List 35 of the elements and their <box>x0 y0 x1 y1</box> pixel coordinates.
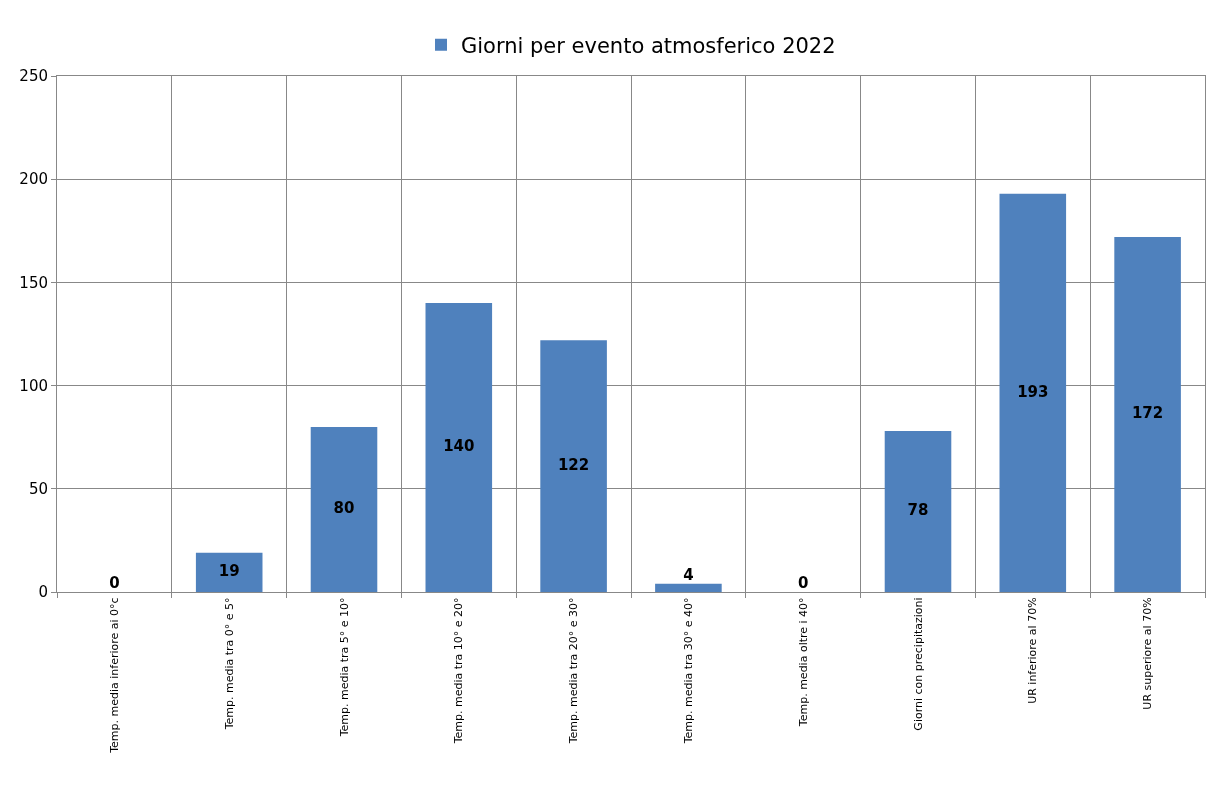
data-label: 78 <box>907 501 929 520</box>
y-tick-label: 150 <box>19 273 48 292</box>
x-tick-label: Temp. media tra 0° e 5° <box>222 597 236 731</box>
data-label: 4 <box>683 565 694 584</box>
x-tick-label: Temp. media tra 20° e 30° <box>567 597 581 745</box>
data-label: 0 <box>109 574 120 593</box>
bar <box>999 193 1067 592</box>
data-label: 19 <box>218 562 240 581</box>
y-tick-label: 250 <box>19 67 48 86</box>
bar <box>1114 236 1181 592</box>
bar <box>884 431 952 592</box>
legend-label: Giorni per evento atmosferico 2022 <box>461 34 836 59</box>
data-label: 80 <box>333 499 355 518</box>
y-tick-label: 200 <box>19 170 48 189</box>
bar <box>540 340 607 592</box>
y-tick-label: 0 <box>38 583 48 602</box>
data-label: 140 <box>443 437 475 456</box>
data-label: 193 <box>1017 382 1049 401</box>
y-tick-label: 100 <box>19 376 48 395</box>
x-tick-label: Temp. media tra 5° e 10° <box>337 597 351 738</box>
data-label: 122 <box>557 455 590 474</box>
bar <box>310 426 378 592</box>
data-label: 0 <box>797 574 809 593</box>
x-tick-label: Temp. media inferiore ai 0°c <box>107 597 121 754</box>
x-tick-label: Temp. media tra 10° e 20° <box>452 597 466 745</box>
bar <box>425 303 493 592</box>
x-tick-label: Temp. media oltre i 40° <box>796 597 810 728</box>
x-tick-label: Temp. media tra 30° e 40° <box>681 597 695 745</box>
x-tick-label: UR inferiore al 70% <box>1026 597 1040 704</box>
bar <box>195 552 263 592</box>
y-tick-label: 50 <box>28 480 48 499</box>
bar <box>655 583 722 592</box>
x-tick-label: UR superiore al 70% <box>1141 597 1155 710</box>
x-tick-label: Giorni con precipitazioni <box>911 597 925 731</box>
data-label: 172 <box>1131 404 1164 423</box>
